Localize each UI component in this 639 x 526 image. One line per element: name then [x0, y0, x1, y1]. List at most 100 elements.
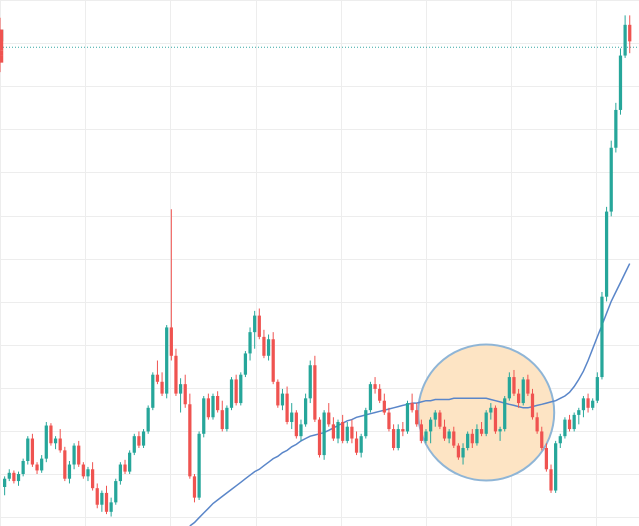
candle-body: [530, 393, 535, 418]
candle-body: [229, 379, 234, 408]
candle: [141, 429, 146, 448]
candle: [0, 34, 4, 61]
candle: [67, 460, 72, 484]
candle: [21, 458, 25, 477]
candle: [614, 102, 618, 153]
candle-body: [202, 398, 206, 434]
candle-body: [322, 412, 326, 456]
candle-body: [382, 400, 386, 413]
candle: [470, 429, 474, 448]
candle-body: [30, 438, 35, 465]
candle: [211, 393, 215, 420]
candle: [609, 140, 613, 217]
candle: [368, 381, 373, 413]
candle-body: [58, 438, 62, 451]
candle-body: [114, 481, 118, 503]
candle-body: [461, 447, 465, 458]
candle: [530, 388, 535, 420]
candle: [257, 308, 261, 340]
candle-body: [53, 438, 58, 444]
candle: [438, 410, 442, 430]
candle-body: [280, 393, 285, 406]
candle: [461, 443, 465, 465]
candle: [410, 393, 414, 413]
candle-body: [16, 473, 21, 482]
candle-body: [26, 438, 30, 461]
candle: [581, 395, 586, 418]
candle-body: [285, 393, 289, 422]
moving-average-layer: [189, 263, 631, 526]
candle: [419, 419, 423, 444]
candle: [220, 400, 224, 432]
candle: [391, 424, 396, 451]
candle: [336, 419, 340, 444]
candle: [128, 450, 132, 474]
candle: [151, 372, 155, 411]
candle: [294, 410, 298, 439]
candle: [475, 424, 479, 446]
candle: [493, 405, 498, 434]
candle-body: [549, 469, 553, 491]
candle-body: [452, 431, 456, 446]
candle: [442, 419, 447, 441]
candle: [266, 334, 271, 361]
candle: [169, 209, 173, 361]
candle-body: [581, 398, 586, 411]
candle: [373, 377, 377, 394]
candle-body: [595, 377, 599, 401]
candle: [456, 443, 461, 460]
candle-body: [290, 412, 294, 422]
candle-body: [211, 395, 215, 418]
candle: [489, 403, 493, 420]
candle-body: [257, 315, 261, 337]
candle-body: [165, 327, 169, 394]
candle: [0, 53, 4, 73]
candle-body: [489, 407, 493, 413]
candle: [90, 462, 95, 491]
candle-body: [558, 436, 562, 444]
candle-body: [243, 353, 248, 375]
candle: [526, 374, 530, 396]
candle-body: [354, 438, 359, 453]
candle-body: [516, 393, 521, 404]
candle-body: [220, 410, 224, 430]
candle: [86, 466, 90, 482]
candle-body: [577, 410, 581, 415]
candle-body: [484, 412, 488, 434]
candle-body: [12, 472, 16, 482]
candle-body: [178, 384, 183, 394]
candle-body: [86, 469, 90, 477]
candle: [484, 410, 488, 437]
candle: [132, 433, 136, 456]
candle: [192, 473, 197, 503]
candle: [600, 291, 604, 380]
candle: [53, 436, 58, 450]
candle: [618, 48, 623, 115]
candle-body: [141, 431, 146, 446]
candle-body: [169, 327, 173, 356]
candle-body: [498, 429, 502, 432]
candle: [378, 384, 382, 404]
candle-body: [174, 355, 178, 394]
candle-body: [401, 429, 405, 432]
candle: [452, 426, 456, 448]
candle: [586, 393, 590, 413]
candle: [118, 462, 123, 485]
candle-body: [391, 429, 396, 448]
candle-body: [563, 419, 567, 437]
candle-body: [628, 24, 632, 42]
candle: [81, 462, 85, 479]
candle: [178, 378, 183, 413]
candle: [540, 426, 544, 451]
candle: [567, 414, 572, 432]
candle: [544, 443, 549, 472]
candle: [77, 440, 81, 467]
candle: [165, 325, 169, 399]
candle: [498, 426, 502, 441]
candle-body: [262, 336, 266, 356]
candle: [535, 412, 539, 434]
candle-body: [206, 398, 210, 418]
candle: [396, 424, 400, 451]
candle: [308, 360, 312, 404]
